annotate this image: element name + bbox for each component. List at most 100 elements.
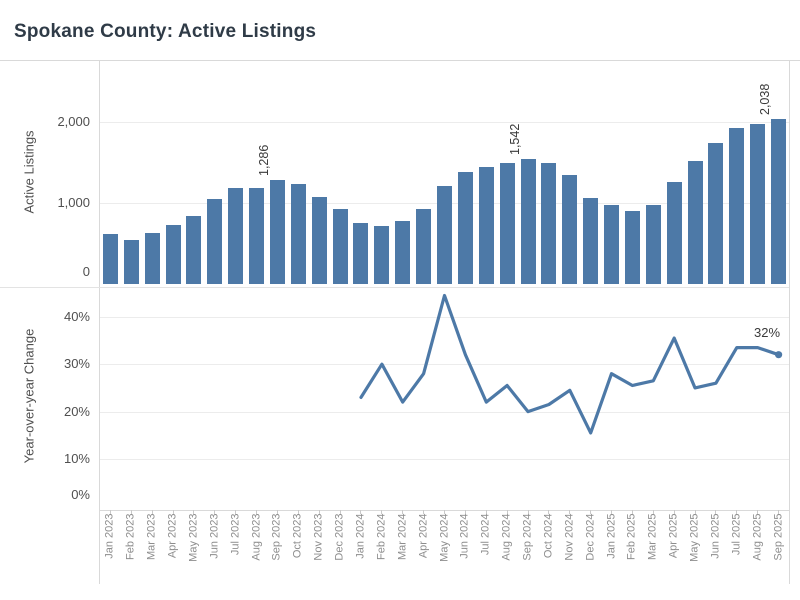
y-tick-label: 10% [63,451,90,466]
bar[interactable] [499,162,515,284]
bar[interactable] [624,211,640,284]
x-tick [130,510,132,514]
gridline [100,122,789,123]
x-tick [548,510,550,514]
y-tick-label: 2,000 [57,114,90,129]
x-tick [590,510,592,514]
x-tick-label: Jun 2023 [208,513,221,559]
x-tick-label: Apr 2023 [166,513,179,559]
bar[interactable] [374,226,390,284]
bar[interactable] [102,234,118,284]
x-tick-label: Feb 2025 [625,513,638,560]
bar[interactable] [269,179,285,284]
x-tick-label: Mar 2023 [145,513,158,560]
y-axis-title-yoy: Year-over-year Change [21,328,37,464]
bar[interactable] [123,239,139,284]
title-divider [0,60,800,61]
bar[interactable] [645,204,661,284]
x-tick [297,510,299,514]
bar[interactable] [290,184,306,284]
bar[interactable] [332,209,348,284]
bar[interactable] [416,209,432,284]
bar[interactable] [541,162,557,284]
bar[interactable] [228,187,244,284]
x-tick [736,510,738,514]
x-tick [381,510,383,514]
bar[interactable] [562,175,578,284]
chart-title: Spokane County: Active Listings [14,21,317,42]
bar[interactable] [395,221,411,284]
bar[interactable] [437,185,452,284]
bar[interactable] [249,187,265,284]
line-end-label: 32% [753,325,781,340]
x-tick-label: Mar 2025 [646,513,659,560]
x-tick-label: Apr 2025 [667,513,680,559]
x-tick-label: Dec 2024 [584,513,597,561]
bar[interactable] [144,232,160,284]
bar[interactable] [478,166,494,284]
x-tick [151,510,153,514]
x-tick-label: Sep 2023 [270,513,283,561]
x-tick-label: May 2023 [187,513,200,562]
x-tick-label: Jul 2023 [229,513,242,556]
y-tick-label: 20% [63,403,90,419]
x-tick-label: Jun 2024 [458,513,471,559]
pane-divider [0,287,789,288]
x-tick [569,510,571,514]
x-tick [235,510,237,514]
x-tick [214,510,216,514]
y-tick-label: 0 [82,264,90,279]
x-tick-label: Dec 2023 [333,513,346,561]
x-tick [360,510,362,514]
bar[interactable] [604,205,620,284]
x-tick-label: Aug 2024 [500,513,513,561]
bar-value-label: 1,542 [507,123,522,156]
bar[interactable] [750,124,766,284]
x-tick-label: Feb 2024 [375,513,388,560]
bar[interactable] [666,182,682,284]
bar[interactable] [353,222,369,284]
gridline [100,364,789,366]
x-tick [611,510,613,514]
x-tick-label: Sep 2024 [521,513,534,561]
bar[interactable] [583,197,599,284]
x-tick-label: Jan 2023 [103,513,116,559]
bar[interactable] [186,215,202,284]
bar[interactable] [207,198,223,284]
bar[interactable] [729,128,745,284]
x-tick-label: Feb 2023 [124,513,137,560]
gridline [100,316,789,318]
x-tick-label: May 2025 [688,513,701,562]
x-tick [109,510,111,514]
x-tick [276,510,278,514]
x-tick-label: Jan 2025 [605,513,618,559]
x-tick-label: Jul 2025 [730,513,743,556]
gridline [100,459,789,460]
bar[interactable] [520,159,536,284]
x-tick [485,510,487,514]
x-tick [673,510,675,514]
x-tick-label: Aug 2025 [751,513,764,561]
bar-value-label: 2,038 [758,83,773,115]
x-tick-label: Mar 2024 [396,513,409,560]
x-tick [193,510,195,514]
line-end-marker[interactable] [775,351,783,359]
bar[interactable] [165,224,181,284]
x-tick-label: Sep 2025 [772,513,785,561]
x-tick-label: Oct 2024 [542,513,555,559]
x-tick [715,510,717,514]
y-tick-label: 0% [71,487,90,502]
bar[interactable] [687,160,703,284]
x-tick [256,510,258,514]
y-tick-label: 30% [63,356,90,372]
x-tick [318,510,320,514]
bar[interactable] [771,118,787,284]
pane-border-right [789,60,790,584]
bar[interactable] [457,171,473,284]
x-tick-label: Aug 2023 [250,513,263,561]
x-tick-label: May 2024 [438,513,450,562]
bar[interactable] [708,143,724,284]
x-tick [757,510,759,514]
bar[interactable] [311,196,327,284]
